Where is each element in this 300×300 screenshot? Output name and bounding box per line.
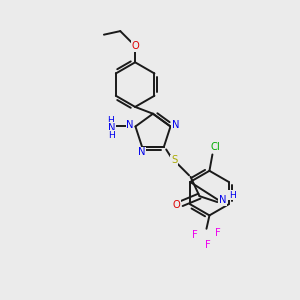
Text: O: O: [131, 41, 139, 51]
Text: N: N: [172, 120, 180, 130]
Text: F: F: [192, 230, 197, 240]
Text: O: O: [173, 200, 181, 210]
Text: F: F: [215, 228, 220, 238]
Text: H: H: [229, 191, 236, 200]
Text: N: N: [138, 147, 146, 158]
Text: F: F: [205, 240, 211, 250]
Text: Cl: Cl: [211, 142, 220, 152]
Text: H: H: [107, 116, 114, 125]
Text: H: H: [108, 131, 115, 140]
Text: N: N: [126, 120, 134, 130]
Text: N: N: [219, 195, 226, 205]
Text: N: N: [108, 123, 116, 133]
Text: S: S: [171, 155, 177, 166]
